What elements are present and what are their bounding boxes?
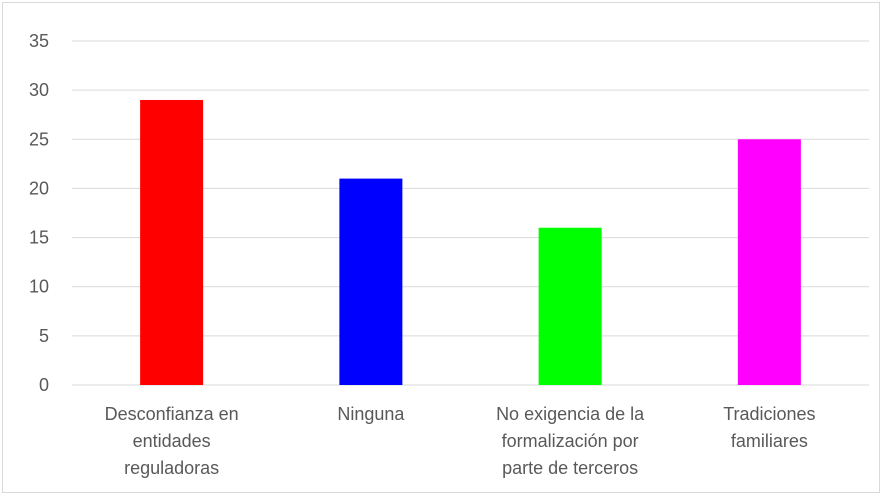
category-label-line: Desconfianza en: [105, 404, 239, 424]
bar-1: [140, 99, 204, 385]
category-label-1: Desconfianza en entidades reguladoras: [105, 404, 239, 478]
category-label-line: entidades: [133, 431, 211, 451]
category-label-3: No exigencia de la formalización por parte…: [496, 404, 645, 478]
category-label-line: No exigencia de la: [496, 404, 645, 424]
category-label-line: Tradiciones: [723, 404, 815, 424]
y-tick-label: 5: [39, 326, 49, 346]
bar-2: [339, 178, 403, 385]
y-tick-label: 0: [39, 375, 49, 395]
category-label-line: parte de terceros: [502, 458, 638, 478]
y-tick-label: 30: [29, 80, 49, 100]
category-label-line: familiares: [731, 431, 808, 451]
category-label-4: Tradiciones familiares: [723, 404, 815, 451]
y-tick-label: 35: [29, 31, 49, 51]
y-tick-label: 25: [29, 129, 49, 149]
category-label-line: reguladoras: [124, 458, 219, 478]
category-label-2: Ninguna: [337, 404, 405, 424]
category-label-line: formalización por: [502, 431, 639, 451]
y-tick-label: 15: [29, 228, 49, 248]
y-tick-label: 20: [29, 178, 49, 198]
bar-3: [538, 227, 602, 385]
bar-4: [737, 139, 801, 385]
category-label-line: Ninguna: [337, 404, 405, 424]
y-tick-label: 10: [29, 277, 49, 297]
